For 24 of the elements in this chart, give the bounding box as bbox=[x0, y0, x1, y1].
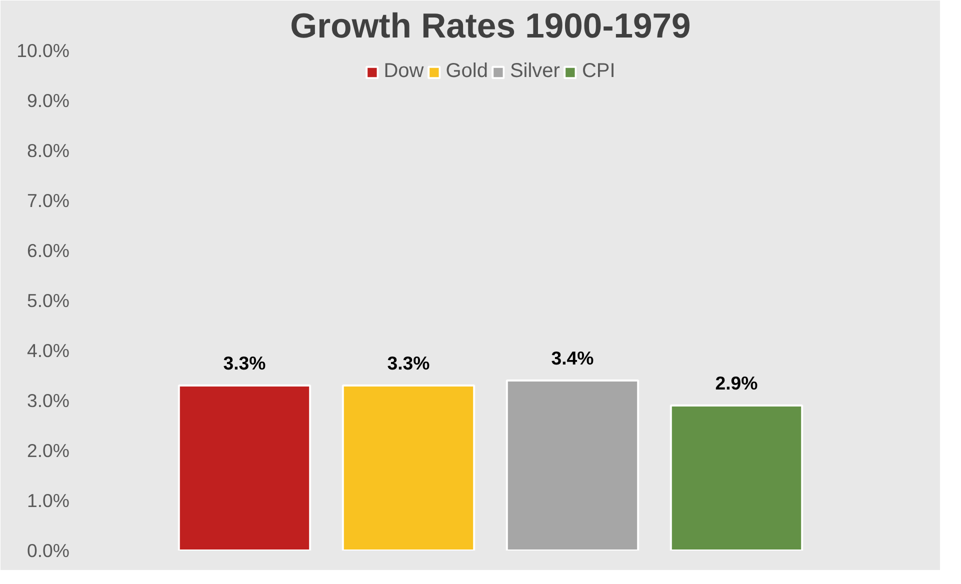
legend-label: Dow bbox=[384, 60, 424, 83]
data-label: 3.3% bbox=[387, 352, 430, 374]
y-tick-label: 6.0% bbox=[26, 240, 70, 261]
y-tick-label: 5.0% bbox=[26, 290, 70, 311]
legend-label: CPI bbox=[582, 60, 616, 83]
bar bbox=[670, 404, 804, 550]
y-tick-label: 10.0% bbox=[16, 40, 70, 61]
y-tick-label: 3.0% bbox=[26, 390, 70, 411]
y-tick-label: 1.0% bbox=[26, 490, 70, 511]
y-tick-label: 2.0% bbox=[26, 440, 70, 461]
y-tick-label: 9.0% bbox=[26, 90, 70, 111]
data-label: 3.3% bbox=[223, 352, 266, 374]
bar bbox=[506, 380, 640, 550]
legend-label: Gold bbox=[446, 60, 488, 83]
y-tick-label: 8.0% bbox=[26, 140, 70, 161]
bar bbox=[342, 384, 476, 550]
legend-label: Silver bbox=[510, 60, 560, 83]
data-label: 3.4% bbox=[551, 348, 594, 368]
data-label: 2.9% bbox=[715, 372, 758, 394]
y-tick-label: 4.0% bbox=[26, 340, 70, 361]
bar bbox=[178, 384, 312, 550]
chart-title: Growth Rates 1900-1979 bbox=[290, 8, 691, 46]
y-tick-label: 0.0% bbox=[26, 540, 70, 561]
y-tick-label: 7.0% bbox=[26, 190, 70, 211]
